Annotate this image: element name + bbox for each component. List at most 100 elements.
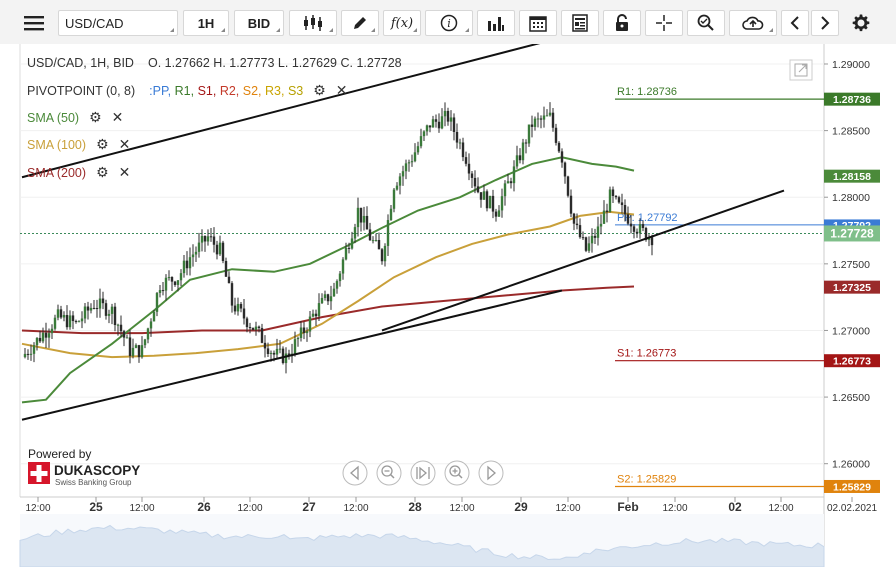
close-icon[interactable]: ✕ (118, 164, 131, 180)
powered-by-text: Powered by (28, 447, 91, 461)
price-tags: 1.287361.267731.258291.277921.281581.273… (824, 92, 880, 493)
candle-body (341, 259, 345, 274)
navigator-overview[interactable] (19, 514, 825, 567)
prev-arrow-icon[interactable] (781, 10, 809, 36)
hamburger-menu-icon[interactable] (15, 10, 53, 36)
pivot-label-S2: S2: 1.25829 (617, 473, 676, 485)
candle-body (164, 277, 168, 291)
candle-body (182, 260, 186, 274)
symbol-selector[interactable]: USD/CAD (58, 10, 178, 36)
news-sheet-icon[interactable] (561, 10, 599, 36)
scroll-right-icon[interactable] (478, 460, 504, 486)
candle-body (47, 333, 51, 338)
candle-body (626, 214, 630, 224)
candle-body (41, 332, 45, 342)
candle-body (260, 328, 264, 343)
close-icon[interactable]: ✕ (111, 109, 124, 125)
candle-body (125, 337, 129, 339)
zoom-out-icon[interactable] (376, 460, 402, 486)
gear-icon[interactable]: ⚙ (96, 136, 109, 152)
brand-tagline: Swiss Banking Group (55, 478, 132, 487)
candle-body (284, 353, 288, 364)
y-axis: 1.26000 1.26500 1.27000 1.27500 1.28000 1.285… (824, 59, 870, 471)
y-tick-label: 1.27500 (832, 259, 870, 271)
candle-body (239, 303, 243, 309)
candle-body (74, 321, 78, 323)
candle-body (137, 345, 141, 358)
volume-bars-icon[interactable] (477, 10, 515, 36)
sma-tag-1: 1.27325 (833, 282, 871, 294)
candle-body (143, 339, 147, 346)
candle-body (59, 309, 63, 318)
pivot-items: PP, R1, S1, R2, S2, R3, S3 (153, 84, 304, 98)
candle-body (80, 318, 84, 322)
candlestick-type-icon[interactable] (289, 10, 337, 36)
candle-body (224, 261, 228, 277)
chart-header: USD/CAD, 1H, BID O. 1.27662 H. 1.27773 L… (27, 56, 402, 70)
reset-zoom-icon[interactable] (410, 460, 436, 486)
candle-body (323, 294, 327, 298)
candle-body (491, 195, 495, 212)
candle-body (155, 292, 159, 312)
expand-icon[interactable] (789, 59, 813, 81)
candle-body (554, 127, 558, 143)
candle-body (464, 157, 468, 164)
next-arrow-icon[interactable] (811, 10, 839, 36)
candlesticks (23, 102, 654, 374)
candle-body (104, 303, 108, 316)
gear-icon[interactable]: ⚙ (96, 164, 109, 180)
candle-body (632, 226, 636, 232)
scroll-left-icon[interactable] (342, 460, 368, 486)
function-fx-icon[interactable]: f(x) (383, 10, 421, 36)
pivot-tag-R1-bg (824, 92, 880, 106)
candle-body (77, 321, 81, 323)
candle-body (98, 298, 102, 309)
candle-body (113, 306, 117, 326)
chart-area[interactable]: 1.26000 1.26500 1.27000 1.27500 1.28000 1.285… (0, 44, 896, 567)
candle-body (185, 260, 189, 269)
close-icon[interactable]: ✕ (335, 82, 348, 98)
x-tick-label: 27 (302, 500, 316, 514)
price-side-selector[interactable]: BID (234, 10, 284, 36)
cloud-upload-icon[interactable] (729, 10, 777, 36)
gear-icon[interactable]: ⚙ (313, 82, 326, 98)
crosshair-icon[interactable] (645, 10, 683, 36)
candle-body (467, 163, 471, 174)
candle-body (482, 191, 486, 200)
candle-body (272, 352, 276, 355)
candle-body (602, 210, 606, 224)
info-icon[interactable]: i (425, 10, 473, 36)
x-tick-label: 12:00 (662, 503, 687, 514)
timeframe-label: 1H (197, 15, 215, 31)
x-tick-label: 02.02.2021 (827, 503, 877, 514)
candle-body (248, 327, 252, 329)
draw-pen-icon[interactable] (341, 10, 379, 36)
candle-body (581, 237, 585, 239)
candle-body (173, 281, 177, 285)
candle-body (557, 142, 561, 152)
gear-icon[interactable] (846, 10, 876, 36)
candle-body (233, 305, 237, 312)
candle-body (392, 189, 396, 209)
zoom-in-icon[interactable] (444, 460, 470, 486)
candle-body (446, 110, 450, 122)
timeframe-selector[interactable]: 1H (183, 10, 229, 36)
trend-channel (21, 44, 785, 421)
candle-body (53, 317, 57, 329)
pivot-item-3: R2, (216, 83, 240, 98)
candle-body (95, 308, 99, 310)
x-tick-label: 12:00 (768, 503, 793, 514)
candle-body (200, 236, 204, 243)
candle-body (302, 327, 306, 334)
zoom-search-icon[interactable] (687, 10, 725, 36)
candle-body (434, 119, 438, 122)
price-chart[interactable]: 1.26000 1.26500 1.27000 1.27500 1.28000 1.285… (0, 44, 896, 567)
candle-body (575, 223, 579, 226)
calendar-icon[interactable] (519, 10, 557, 36)
gear-icon[interactable]: ⚙ (89, 109, 102, 125)
candle-body (563, 162, 567, 177)
candle-body (119, 324, 123, 332)
close-icon[interactable]: ✕ (118, 136, 131, 152)
candle-body (422, 131, 426, 137)
lock-icon[interactable] (603, 10, 641, 36)
